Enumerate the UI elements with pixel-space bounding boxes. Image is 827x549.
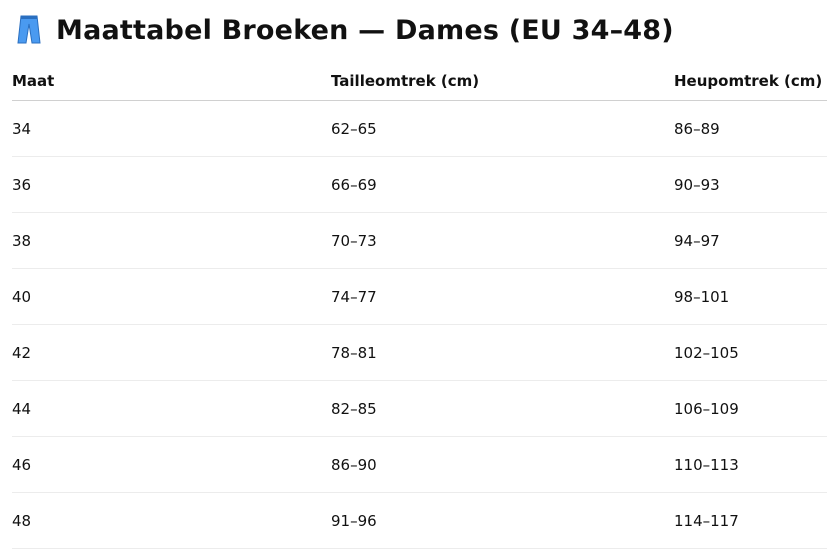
header-waist: Tailleomtrek (cm) (331, 62, 674, 101)
table-row: 40 74–77 98–101 (12, 268, 827, 325)
table-row: 42 78–81 102–105 (12, 324, 827, 381)
table-row: 46 86–90 110–113 (12, 436, 827, 493)
table-header-row: Maat Tailleomtrek (cm) Heupomtrek (cm) (12, 62, 827, 101)
table-row: 44 82–85 106–109 (12, 380, 827, 437)
cell-size: 36 (12, 156, 331, 213)
header-size: Maat (12, 62, 331, 101)
cell-hip: 110–113 (674, 436, 827, 493)
jeans-icon (17, 15, 41, 44)
cell-waist: 62–65 (331, 100, 674, 157)
table-row: 38 70–73 94–97 (12, 212, 827, 269)
cell-waist: 74–77 (331, 268, 674, 325)
cell-waist: 82–85 (331, 380, 674, 437)
cell-waist: 70–73 (331, 212, 674, 269)
cell-hip: 106–109 (674, 380, 827, 437)
table-row: 36 66–69 90–93 (12, 156, 827, 213)
cell-hip: 102–105 (674, 324, 827, 381)
table-row: 48 91–96 114–117 (12, 492, 827, 549)
cell-size: 48 (12, 492, 331, 549)
cell-hip: 114–117 (674, 492, 827, 549)
cell-hip: 94–97 (674, 212, 827, 269)
cell-size: 42 (12, 324, 331, 381)
cell-size: 38 (12, 212, 331, 269)
page-title: Maattabel Broeken — Dames (EU 34–48) (16, 10, 674, 50)
cell-hip: 86–89 (674, 100, 827, 157)
cell-size: 34 (12, 100, 331, 157)
title-text: Maattabel Broeken — Dames (EU 34–48) (56, 14, 674, 46)
cell-waist: 66–69 (331, 156, 674, 213)
cell-hip: 98–101 (674, 268, 827, 325)
cell-waist: 78–81 (331, 324, 674, 381)
header-hip: Heupomtrek (cm) (674, 62, 827, 101)
size-table: Maat Tailleomtrek (cm) Heupomtrek (cm) 3… (12, 62, 827, 549)
cell-size: 46 (12, 436, 331, 493)
cell-size: 44 (12, 380, 331, 437)
table-row: 34 62–65 86–89 (12, 100, 827, 157)
cell-size: 40 (12, 268, 331, 325)
cell-hip: 90–93 (674, 156, 827, 213)
cell-waist: 86–90 (331, 436, 674, 493)
cell-waist: 91–96 (331, 492, 674, 549)
